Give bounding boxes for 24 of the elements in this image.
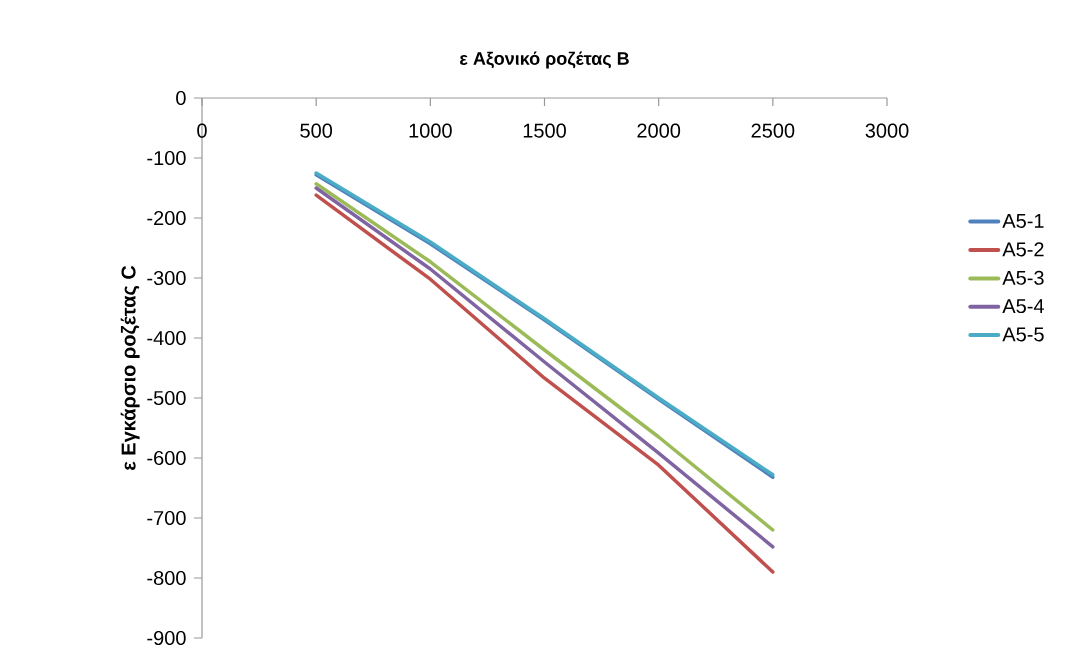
x-tick-label: 500: [300, 123, 333, 138]
x-tick-label: 1500: [523, 123, 566, 138]
legend-label: A5-1: [1002, 213, 1044, 228]
x-tick-label: 3000: [865, 123, 909, 138]
legend-label: A5-5: [1002, 327, 1044, 342]
legend-label: A5-4: [1002, 299, 1044, 314]
y-tick-label: -100: [147, 150, 186, 166]
x-tick-label: 2500: [751, 123, 795, 138]
y-tick-label: -500: [147, 390, 186, 406]
x-tick-label: 2000: [637, 123, 681, 138]
y-tick-label: -300: [147, 270, 186, 286]
y-tick-label: -900: [147, 630, 186, 646]
y-tick-label: -400: [147, 330, 186, 346]
legend-label: A5-3: [1002, 270, 1044, 285]
legend-label: A5-2: [1002, 242, 1044, 257]
y-tick-label: -800: [147, 570, 186, 586]
x-tick-label: 1000: [409, 123, 452, 138]
y-tick-label: -700: [147, 510, 186, 526]
y-tick-label: -200: [147, 210, 186, 226]
y-tick-label: 0: [176, 90, 186, 106]
chart-title: ε Αξονικό ροζέτας Β: [460, 51, 629, 69]
y-tick-label: -600: [147, 450, 186, 466]
x-tick-label: 0: [197, 123, 207, 138]
y-axis-title: ε Εγκάρσιο ροζέτας C: [120, 265, 140, 471]
